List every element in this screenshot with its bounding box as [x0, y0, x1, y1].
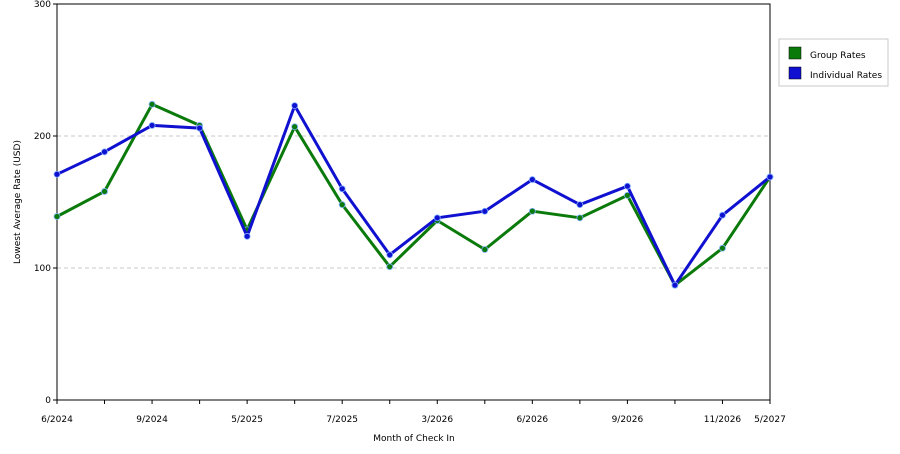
- data-point-individual-rates: [101, 148, 108, 156]
- data-point-group-rates: [386, 263, 394, 271]
- x-tick-label: 9/2026: [612, 415, 644, 425]
- x-tick-label: 9/2024: [136, 415, 168, 425]
- axis-layer: 0 100 200 300 6/2024 9/2024 5/2025 7/2025 3/2026…: [34, 0, 786, 425]
- y-axis-title: Lowest Average Rate (USD): [13, 140, 23, 264]
- legend-label-individual-rates: Individual Rates: [810, 71, 882, 81]
- data-point-individual-rates: [481, 207, 489, 215]
- data-point-individual-rates: [766, 173, 774, 181]
- x-tick-label: 6/2024: [41, 415, 73, 425]
- data-point-group-rates: [528, 207, 536, 215]
- data-point-group-rates: [338, 201, 346, 209]
- data-point-group-rates: [148, 100, 156, 108]
- y-tick-label: 300: [34, 0, 51, 10]
- legend: Group Rates Individual Rates: [778, 38, 889, 87]
- data-point-individual-rates: [386, 251, 394, 259]
- data-point-individual-rates: [719, 211, 726, 219]
- x-tick-label: 11/2026: [704, 415, 742, 425]
- series-line-group-rates: [56, 102, 772, 287]
- legend-swatch-group-rates: [788, 46, 802, 60]
- data-point-group-rates: [719, 244, 726, 252]
- x-tick-label: 6/2026: [516, 415, 548, 425]
- x-axis-title: Month of Check In: [373, 434, 455, 444]
- x-tick-label: 7/2025: [326, 415, 358, 425]
- data-point-individual-rates: [528, 176, 536, 183]
- grid-layer: [57, 135, 770, 269]
- y-tick-label: 100: [34, 264, 51, 274]
- y-tick-label: 0: [45, 396, 51, 406]
- data-point-group-rates: [101, 188, 108, 195]
- data-point-individual-rates: [148, 122, 156, 129]
- x-tick-label: 3/2026: [421, 415, 453, 425]
- data-point-individual-rates: [671, 281, 679, 289]
- data-point-individual-rates: [243, 232, 251, 240]
- plot-area-frame: [56, 3, 771, 401]
- data-point-individual-rates: [624, 182, 631, 190]
- legend-label-group-rates: Group Rates: [810, 51, 866, 61]
- series-layer: [53, 100, 774, 289]
- data-point-group-rates: [576, 214, 584, 222]
- x-tick-label: 5/2025: [231, 415, 263, 425]
- data-point-group-rates: [53, 213, 61, 220]
- data-point-group-rates: [291, 123, 299, 131]
- data-point-individual-rates: [576, 201, 584, 209]
- y-tick-label: 200: [34, 132, 51, 142]
- data-point-individual-rates: [196, 124, 204, 132]
- data-point-group-rates: [481, 246, 489, 253]
- x-tick-label: 5/2027: [754, 415, 786, 425]
- legend-swatch-individual-rates: [788, 66, 802, 80]
- data-point-individual-rates: [433, 214, 441, 222]
- data-point-individual-rates: [291, 102, 299, 110]
- data-point-individual-rates: [53, 170, 61, 178]
- series-line-individual-rates: [56, 104, 771, 287]
- data-point-individual-rates: [338, 185, 346, 193]
